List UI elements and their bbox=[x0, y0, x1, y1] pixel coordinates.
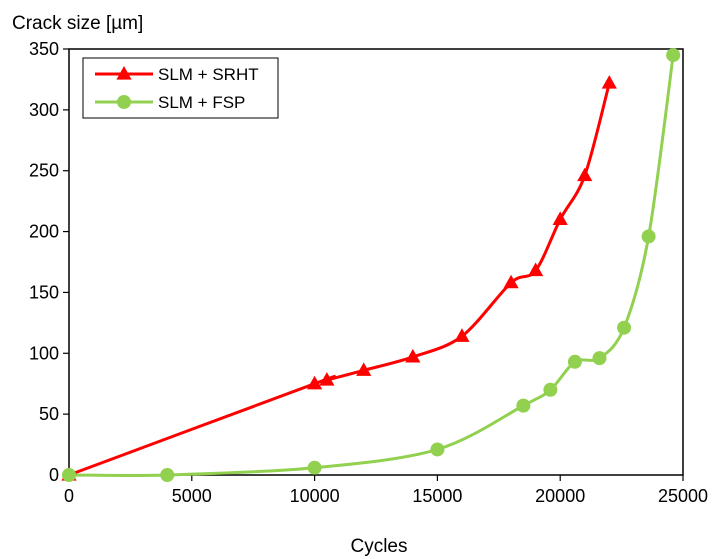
series-1 bbox=[61, 75, 617, 481]
legend: SLM + SRHT SLM + FSP bbox=[82, 57, 279, 119]
y-tick-label: 50 bbox=[39, 404, 59, 424]
y-tick-label: 250 bbox=[29, 161, 59, 181]
legend-label: SLM + FSP bbox=[158, 93, 245, 112]
data-point-marker bbox=[617, 320, 632, 335]
x-axis-title: Cycles bbox=[350, 536, 407, 557]
data-point-marker bbox=[160, 468, 175, 482]
x-tick-label: 0 bbox=[64, 486, 74, 506]
data-point-marker bbox=[592, 351, 607, 366]
legend-items: SLM + SRHT SLM + FSP bbox=[95, 65, 259, 112]
data-point-marker bbox=[601, 75, 617, 89]
data-point-marker bbox=[454, 328, 470, 342]
data-point-marker bbox=[641, 229, 656, 244]
legend-marker bbox=[116, 66, 132, 80]
y-tick-label: 0 bbox=[49, 465, 59, 485]
y-axis-ticks: 0 50 100 150 200 250 300 350 bbox=[29, 39, 69, 485]
series-layer bbox=[61, 48, 681, 482]
x-tick-label: 20000 bbox=[535, 486, 585, 506]
data-point-marker bbox=[430, 442, 445, 457]
legend-marker bbox=[117, 95, 131, 109]
y-axis-title: Crack size [µm] bbox=[12, 13, 143, 34]
x-tick-label: 15000 bbox=[412, 486, 462, 506]
data-point-marker bbox=[543, 382, 558, 397]
data-point-marker bbox=[62, 468, 76, 482]
y-tick-label: 300 bbox=[29, 100, 59, 120]
y-tick-label: 150 bbox=[29, 282, 59, 302]
data-point-marker bbox=[319, 372, 335, 386]
data-point-marker bbox=[516, 398, 531, 413]
data-point-marker bbox=[307, 460, 322, 475]
data-point-marker bbox=[552, 211, 568, 225]
y-tick-label: 100 bbox=[29, 343, 59, 363]
data-point-marker bbox=[577, 167, 593, 182]
x-tick-label: 5000 bbox=[172, 486, 212, 506]
legend-label: SLM + SRHT bbox=[158, 65, 259, 84]
data-point-marker bbox=[503, 274, 519, 289]
y-tick-label: 200 bbox=[29, 222, 59, 242]
plot-area-frame bbox=[68, 48, 684, 476]
series-line bbox=[67, 81, 611, 477]
data-point-marker bbox=[666, 48, 681, 63]
data-point-marker bbox=[356, 362, 372, 376]
x-tick-label: 25000 bbox=[658, 486, 708, 506]
data-point-marker bbox=[307, 375, 323, 390]
data-point-marker bbox=[405, 348, 421, 363]
data-point-marker bbox=[528, 262, 544, 277]
legend-box bbox=[82, 57, 279, 119]
y-tick-label: 350 bbox=[29, 39, 59, 59]
data-point-marker bbox=[567, 354, 582, 369]
series-2 bbox=[62, 48, 681, 482]
x-axis-ticks: 0 5000 10000 15000 20000 25000 bbox=[64, 475, 708, 506]
x-tick-label: 10000 bbox=[290, 486, 340, 506]
